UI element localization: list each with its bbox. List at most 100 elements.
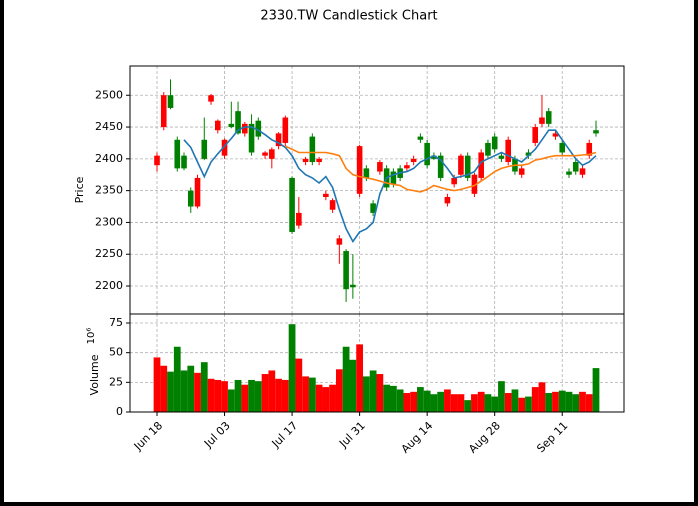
volume-bar: [572, 394, 580, 412]
candle-body: [235, 111, 241, 134]
volume-bar: [592, 368, 600, 412]
volume-bar: [457, 394, 465, 412]
y-tick-label: 0: [116, 405, 123, 418]
candle-body: [424, 142, 430, 166]
candle-body: [572, 162, 579, 172]
volume-bar: [254, 381, 262, 412]
candle-body: [417, 136, 424, 140]
candle-body: [505, 139, 511, 163]
candle-body: [269, 149, 275, 159]
candle-body: [174, 139, 181, 169]
candle-body: [201, 139, 208, 159]
volume-bar: [302, 376, 309, 412]
volume-bar: [450, 394, 458, 412]
volume-bar: [356, 344, 363, 412]
volume-bar: [444, 389, 451, 412]
candle-body: [525, 152, 532, 156]
candle-body: [404, 165, 410, 169]
volume-bar: [268, 370, 276, 412]
candle-body: [242, 123, 248, 134]
volume-bar: [275, 378, 282, 412]
candle-body: [221, 139, 228, 156]
volume-bar: [437, 391, 445, 412]
volume-bar: [504, 393, 512, 412]
volume-bar: [585, 394, 593, 412]
volume-bar: [200, 362, 208, 412]
candle-body: [370, 203, 376, 213]
volume-bar: [329, 384, 336, 412]
volume-axis-label: Volume: [88, 354, 101, 395]
y-tick-label: 2450: [95, 120, 123, 133]
candle-body: [471, 174, 478, 194]
candle-body: [289, 177, 295, 232]
y-tick-label: 2500: [95, 88, 123, 101]
volume-bar: [430, 394, 438, 412]
volume-bar: [383, 384, 391, 412]
volume-bar: [295, 358, 303, 412]
volume-bar: [221, 381, 228, 412]
volume-bar: [261, 374, 269, 412]
volume-bar: [552, 391, 559, 412]
volume-bar: [410, 391, 418, 412]
candle-body: [336, 238, 343, 245]
y-tick-label: 75: [109, 316, 123, 329]
candle-body: [545, 111, 552, 124]
candle-body: [302, 158, 309, 163]
volume-bar: [545, 393, 553, 412]
candle-body: [329, 200, 336, 210]
volume-bar: [315, 384, 323, 412]
volume-bar: [342, 346, 350, 412]
volume-bar: [558, 390, 566, 412]
candle-body: [498, 155, 505, 159]
candle-body: [410, 158, 417, 163]
candle-body: [316, 158, 322, 163]
candle-body: [363, 168, 370, 178]
volume-bar: [369, 370, 377, 412]
volume-bar: [525, 396, 532, 412]
volume-bar: [288, 324, 296, 412]
y-axis-label: Price: [73, 176, 86, 203]
volume-bar: [511, 389, 519, 412]
candle-body: [160, 95, 167, 128]
volume-bar: [531, 387, 539, 412]
volume-bar: [464, 400, 472, 412]
volume-bar: [396, 389, 404, 412]
volume-bar: [423, 390, 431, 412]
volume-bar: [362, 376, 370, 412]
volume-bar: [173, 346, 181, 412]
volume-bar: [518, 397, 526, 412]
candle-body: [187, 190, 194, 207]
candle-body: [343, 251, 349, 290]
volume-bar: [335, 369, 343, 412]
candle-body: [194, 177, 201, 207]
candle-body: [214, 120, 221, 131]
volume-bar: [322, 387, 330, 412]
candle-body: [356, 146, 363, 194]
y-tick-label: 2250: [95, 247, 123, 260]
volume-bar: [498, 381, 505, 412]
candle-body: [485, 142, 491, 156]
volume-bar: [491, 396, 499, 412]
volume-scale-label: 10⁶: [86, 328, 97, 345]
volume-bar: [227, 389, 235, 412]
volume-bar: [565, 391, 573, 412]
candle-body: [458, 155, 464, 175]
y-tick-label: 25: [109, 375, 123, 388]
candle-body: [444, 196, 451, 204]
volume-bar: [167, 371, 174, 412]
volume-bar: [241, 384, 249, 412]
candle-body: [593, 130, 599, 134]
volume-bar: [153, 357, 161, 412]
y-tick-label: 2300: [95, 215, 123, 228]
candle-body: [478, 152, 484, 178]
candle-body: [539, 117, 545, 124]
volume-bar: [417, 387, 424, 412]
volume-bar: [207, 378, 215, 412]
candle-body: [248, 123, 255, 153]
candle-body: [255, 120, 262, 137]
candle-body: [451, 177, 457, 185]
candle-body: [350, 284, 356, 288]
candle-body: [431, 155, 437, 159]
volume-bar: [484, 394, 492, 412]
